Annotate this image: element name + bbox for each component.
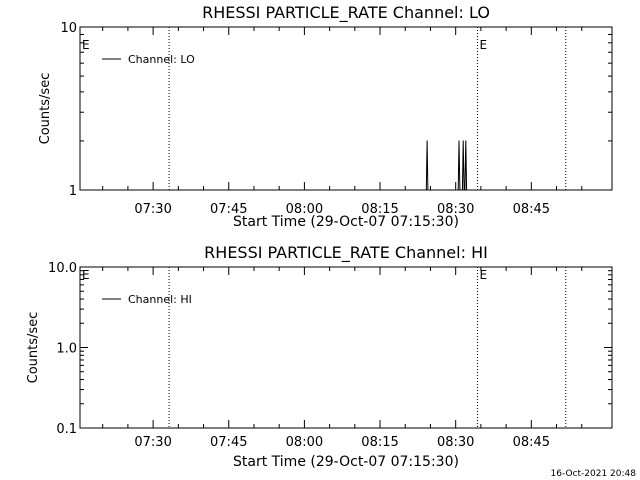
x-tick-label: 08:30 (437, 202, 474, 217)
data-point (462, 140, 464, 142)
data-point (461, 189, 463, 191)
chart-title: RHESSI PARTICLE_RATE Channel: HI (204, 243, 488, 263)
x-tick-label: 07:30 (134, 202, 171, 217)
plot-frame (79, 266, 613, 429)
data-point (466, 189, 468, 191)
data-point (457, 189, 459, 191)
x-tick-label: 08:00 (286, 435, 323, 450)
series-line (425, 140, 468, 191)
y-tick-label: 10.0 (48, 261, 77, 276)
y-tick-label: 0.1 (56, 422, 77, 437)
x-tick-label: 08:15 (361, 202, 398, 217)
x-axis-label: Start Time (29-Oct-07 07:15:30) (233, 454, 459, 470)
event-marker-label: E (82, 268, 90, 282)
data-point (464, 189, 466, 191)
x-tick-label: 08:30 (437, 435, 474, 450)
timestamp-footer: 16-Oct-2021 20:48 (551, 469, 637, 479)
chart-title: RHESSI PARTICLE_RATE Channel: LO (202, 3, 490, 23)
legend-label: Channel: HI (128, 293, 192, 306)
x-tick-label: 07:45 (210, 202, 247, 217)
data-point (459, 189, 461, 191)
x-tick-label: 08:45 (513, 435, 550, 450)
event-marker-label: E (480, 268, 488, 282)
data-point (458, 140, 460, 142)
data-point (465, 140, 467, 142)
y-tick-label: 1.0 (56, 342, 77, 357)
x-tick-label: 08:45 (513, 202, 550, 217)
plot-lo-channel: RHESSI PARTICLE_RATE Channel: LO Counts/s… (38, 3, 613, 230)
y-tick-label: 10 (60, 21, 77, 36)
x-tick-label: 07:45 (210, 435, 247, 450)
x-tick-label: 07:30 (134, 435, 171, 450)
data-point (427, 189, 429, 191)
plot-frame (79, 26, 613, 191)
event-marker-label: E (480, 38, 488, 52)
data-point (426, 140, 428, 142)
event-marker-label: E (82, 38, 90, 52)
x-axis-label: Start Time (29-Oct-07 07:15:30) (233, 214, 459, 230)
y-axis-label: Counts/sec (38, 73, 53, 145)
x-tick-label: 08:15 (361, 435, 398, 450)
y-tick-label: 1 (69, 184, 77, 199)
y-axis-label: Counts/sec (26, 312, 41, 384)
x-tick-label: 08:00 (286, 202, 323, 217)
data-point (425, 189, 427, 191)
plot-hi-channel: RHESSI PARTICLE_RATE Channel: HI Counts/s… (26, 243, 613, 470)
legend-label: Channel: LO (128, 53, 195, 66)
data-point (463, 189, 465, 191)
